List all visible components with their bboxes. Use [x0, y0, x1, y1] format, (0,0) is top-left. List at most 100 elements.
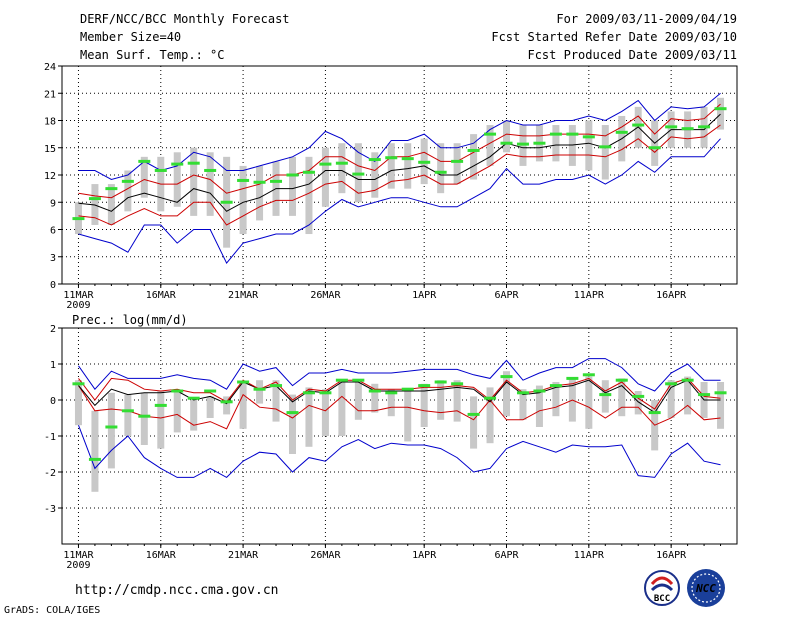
observed-marker — [171, 389, 184, 393]
ensemble-box — [256, 165, 264, 221]
x-tick-label: 11APR — [574, 290, 605, 301]
y-tick-label: 3 — [50, 253, 56, 264]
ensemble-box — [486, 125, 494, 166]
observed-marker — [237, 380, 250, 384]
x-tick-label: 6APR — [494, 290, 519, 301]
precip-variable-label: Prec.: log(mm/d) — [72, 313, 188, 327]
observed-marker — [533, 141, 546, 145]
observed-marker — [549, 132, 562, 136]
observed-marker — [582, 135, 595, 139]
observed-marker — [500, 141, 513, 145]
y-tick-label: 2 — [50, 324, 56, 335]
ensemble-box — [717, 97, 725, 130]
x-tick-label: 11MAR — [63, 550, 94, 561]
observed-marker — [681, 127, 694, 131]
bcc-ncc-logos: BCC NCC — [644, 569, 725, 607]
source-url[interactable]: http://cmdp.ncc.cma.gov.cn — [75, 583, 279, 598]
x-tick-label: 16APR — [656, 550, 687, 561]
ensemble-box — [470, 134, 478, 180]
observed-marker — [319, 391, 332, 395]
ensemble-box — [371, 152, 379, 198]
ensemble-box — [223, 396, 231, 415]
ensemble-box — [239, 165, 247, 235]
observed-marker — [302, 391, 315, 395]
x-tick-label: 1APR — [412, 550, 437, 561]
series-min-line — [78, 138, 721, 265]
ensemble-box — [404, 143, 412, 189]
y-tick-label: 24 — [44, 62, 56, 73]
ensemble-box — [387, 143, 395, 189]
ensemble-box — [140, 392, 148, 445]
observed-marker — [484, 132, 497, 136]
ensemble-box — [288, 394, 296, 454]
series-upper-line — [78, 103, 721, 199]
variable-label: Mean Surf. Temp.: °C — [80, 48, 225, 62]
ensemble-box — [717, 382, 725, 429]
observed-marker — [72, 217, 85, 221]
observed-marker — [121, 179, 134, 183]
ensemble-box — [519, 389, 527, 420]
observed-marker — [434, 380, 447, 384]
y-tick-label: 21 — [44, 89, 56, 100]
observed-marker — [665, 125, 678, 129]
ensemble-box — [404, 391, 412, 442]
observed-marker — [549, 384, 562, 388]
refer-date: Fcst Started Refer Date 2009/03/10 — [491, 30, 737, 44]
observed-marker — [368, 158, 381, 162]
bcc-logo-text: BCC — [654, 594, 670, 604]
ensemble-box — [239, 382, 247, 429]
observed-marker — [154, 168, 167, 172]
observed-marker — [138, 414, 151, 418]
observed-marker — [368, 389, 381, 393]
observed-marker — [401, 387, 414, 391]
x-tick-label: 21MAR — [228, 550, 259, 561]
observed-marker — [714, 107, 727, 111]
observed-marker — [270, 384, 283, 388]
series-lower-line — [78, 377, 721, 410]
ensemble-box — [601, 125, 609, 180]
observed-marker — [187, 161, 200, 165]
ensemble-box — [585, 120, 593, 171]
x-tick-label: 16APR — [656, 290, 687, 301]
observed-marker — [418, 160, 431, 164]
observed-marker — [401, 157, 414, 161]
ensemble-box — [470, 396, 478, 449]
grads-credit: GrADS: COLA/IGES — [4, 605, 101, 616]
y-tick-label: 6 — [50, 226, 56, 237]
y-tick-label: -1 — [44, 432, 56, 443]
y-tick-label: 15 — [44, 144, 56, 155]
observed-marker — [698, 125, 711, 129]
observed-marker — [88, 197, 101, 201]
observed-marker — [451, 159, 464, 163]
series-mean-line — [78, 113, 721, 212]
ensemble-box — [190, 400, 198, 431]
ensemble-box — [288, 156, 296, 216]
observed-marker — [385, 156, 398, 160]
ensemble-box — [634, 391, 642, 415]
x-tick-label: 11MAR — [63, 290, 94, 301]
observed-marker — [105, 425, 118, 429]
observed-marker — [121, 409, 134, 413]
ensemble-box — [305, 387, 313, 447]
x-tick-label: 16MAR — [146, 290, 177, 301]
forecast-period: For 2009/03/11-2009/04/19 — [556, 12, 737, 26]
y-tick-label: 12 — [44, 171, 56, 182]
observed-marker — [615, 378, 628, 382]
observed-marker — [286, 173, 299, 177]
ensemble-box — [338, 143, 346, 194]
ensemble-box — [420, 383, 428, 427]
observed-marker — [467, 148, 480, 152]
ensemble-box — [535, 385, 543, 427]
ncc-logo-icon: NCC — [687, 569, 725, 607]
observed-marker — [352, 172, 365, 176]
ensemble-box — [618, 378, 626, 417]
series-max-line — [78, 425, 721, 479]
ensemble-box — [387, 389, 395, 417]
series-upper-line — [78, 385, 721, 430]
ensemble-box — [173, 391, 181, 433]
ensemble-box — [173, 152, 181, 207]
observed-marker — [566, 132, 579, 136]
observed-marker — [286, 411, 299, 415]
